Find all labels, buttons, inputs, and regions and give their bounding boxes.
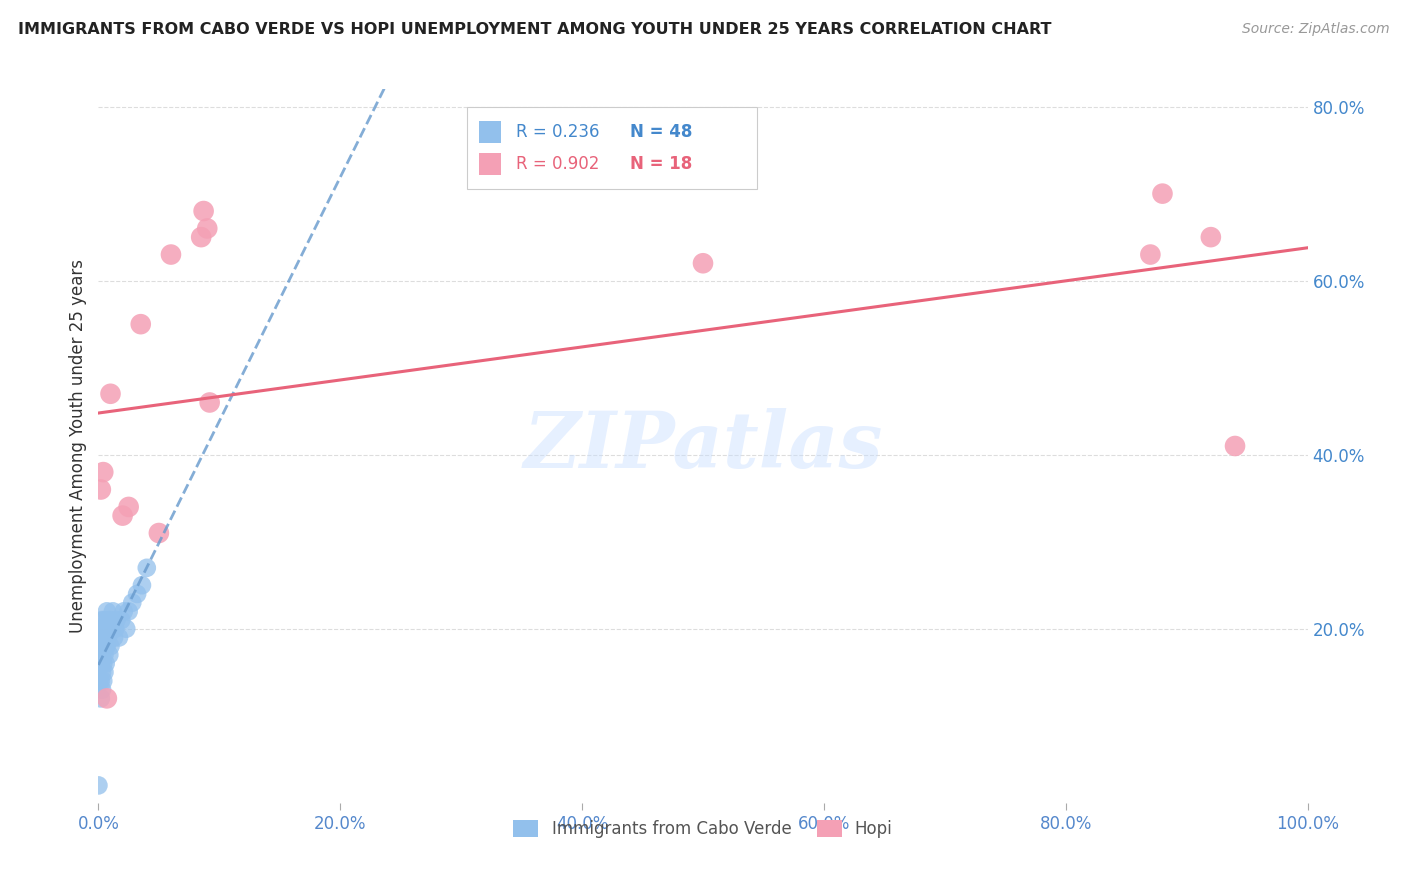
Point	[100, 386, 122, 401]
Point	[91, 639, 114, 653]
FancyBboxPatch shape	[479, 153, 501, 175]
Point	[91, 648, 114, 662]
Point	[90, 622, 112, 636]
Point	[692, 256, 714, 270]
Point	[98, 622, 121, 636]
Point	[121, 596, 143, 610]
Point	[91, 622, 114, 636]
Point	[97, 631, 120, 645]
Point	[91, 631, 114, 645]
Y-axis label: Unemployment Among Youth under 25 years: Unemployment Among Youth under 25 years	[69, 259, 87, 633]
Point	[118, 604, 141, 618]
Point	[90, 483, 112, 497]
Text: N = 48: N = 48	[630, 123, 693, 141]
Point	[91, 673, 114, 688]
Point	[96, 604, 118, 618]
FancyBboxPatch shape	[467, 107, 758, 189]
Point	[111, 508, 134, 523]
Point	[89, 673, 111, 688]
Point	[104, 622, 127, 636]
Point	[105, 613, 128, 627]
Point	[101, 604, 124, 618]
Point	[91, 682, 114, 697]
Point	[89, 639, 111, 653]
Point	[160, 247, 183, 261]
Point	[96, 622, 118, 636]
Text: IMMIGRANTS FROM CABO VERDE VS HOPI UNEMPLOYMENT AMONG YOUTH UNDER 25 YEARS CORRE: IMMIGRANTS FROM CABO VERDE VS HOPI UNEMP…	[18, 22, 1052, 37]
Point	[90, 657, 112, 671]
Point	[89, 657, 111, 671]
Point	[193, 204, 215, 219]
Point	[90, 691, 112, 706]
Point	[90, 639, 112, 653]
Point	[103, 631, 125, 645]
Point	[94, 639, 117, 653]
Point	[93, 631, 115, 645]
Point	[100, 639, 122, 653]
Point	[97, 613, 120, 627]
Point	[87, 778, 110, 792]
Point	[98, 648, 121, 662]
Point	[118, 500, 141, 514]
Point	[129, 317, 152, 331]
Text: R = 0.236: R = 0.236	[516, 123, 599, 141]
Point	[91, 657, 114, 671]
Point	[91, 465, 114, 479]
Point	[127, 587, 149, 601]
Point	[90, 673, 112, 688]
Point	[1139, 247, 1161, 261]
Point	[93, 648, 115, 662]
Point	[96, 639, 118, 653]
Point	[1199, 230, 1222, 244]
Point	[91, 665, 114, 680]
Point	[110, 613, 132, 627]
Text: N = 18: N = 18	[630, 155, 693, 173]
Point	[100, 613, 122, 627]
Point	[198, 395, 221, 409]
Text: R = 0.902: R = 0.902	[516, 155, 599, 173]
Point	[1223, 439, 1246, 453]
Point	[96, 691, 118, 706]
Point	[131, 578, 153, 592]
Point	[135, 561, 157, 575]
Point	[91, 613, 114, 627]
Legend: Immigrants from Cabo Verde, Hopi: Immigrants from Cabo Verde, Hopi	[506, 813, 900, 845]
Point	[100, 622, 122, 636]
Point	[94, 657, 117, 671]
Point	[1152, 186, 1174, 201]
FancyBboxPatch shape	[479, 121, 501, 143]
Point	[190, 230, 212, 244]
Text: Source: ZipAtlas.com: Source: ZipAtlas.com	[1241, 22, 1389, 37]
Point	[115, 622, 138, 636]
Point	[94, 622, 117, 636]
Point	[112, 604, 135, 618]
Point	[195, 221, 218, 235]
Point	[148, 526, 170, 541]
Point	[108, 631, 131, 645]
Point	[93, 665, 115, 680]
Text: ZIPatlas: ZIPatlas	[523, 408, 883, 484]
Point	[93, 613, 115, 627]
